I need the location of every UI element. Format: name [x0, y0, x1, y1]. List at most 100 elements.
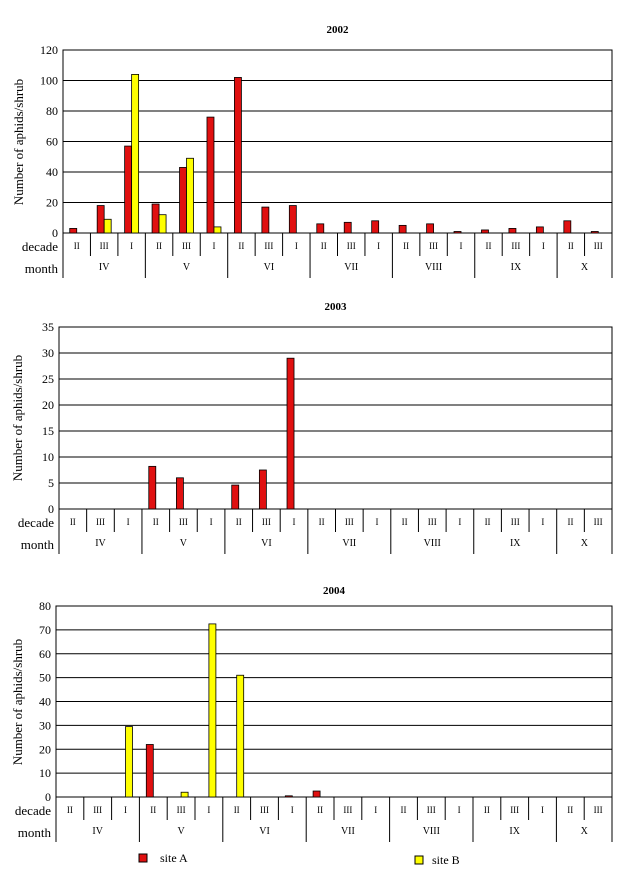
y-tick-label: 10	[42, 450, 54, 464]
bar-site-a	[343, 221, 352, 234]
decade-tick-label: I	[377, 241, 380, 251]
bar-site-a	[371, 220, 380, 234]
month-tick-label: V	[180, 538, 188, 549]
decade-tick-label: I	[541, 517, 544, 527]
bar-site-b	[125, 726, 133, 798]
decade-tick-label: II	[568, 517, 574, 527]
decade-tick-label: III	[179, 517, 188, 527]
decade-tick-label: III	[100, 241, 109, 251]
decade-tick-label: III	[93, 805, 102, 815]
chart-title: 2003	[325, 301, 348, 313]
decade-tick-label: II	[236, 517, 242, 527]
month-tick-label: VII	[341, 826, 355, 837]
bar-site-a	[176, 477, 184, 510]
bar-site-a	[316, 223, 325, 234]
bar-site-a	[312, 790, 321, 798]
y-tick-label: 10	[39, 766, 51, 780]
bar-site-b	[158, 214, 167, 234]
decade-tick-label: II	[150, 805, 156, 815]
y-axis-label: Number of aphids/shrub	[10, 355, 25, 481]
bar-site-a	[286, 357, 295, 510]
bar-site-a	[258, 469, 267, 510]
decade-tick-label: III	[594, 241, 603, 251]
decade-tick-label: II	[403, 241, 409, 251]
bar-site-b	[186, 157, 194, 234]
y-tick-label: 20	[46, 196, 58, 210]
decade-tick-label: II	[238, 241, 244, 251]
y-axis-label: Number of aphids/shrub	[10, 639, 25, 765]
decade-tick-label: II	[485, 241, 491, 251]
bar-site-a	[590, 231, 599, 234]
y-tick-label: 0	[45, 790, 51, 804]
decade-row-label: decade	[18, 515, 54, 530]
month-tick-label: VI	[261, 538, 272, 549]
decade-tick-label: III	[347, 241, 356, 251]
y-tick-label: 30	[39, 718, 51, 732]
decade-tick-label: I	[295, 241, 298, 251]
decade-tick-label: II	[67, 805, 73, 815]
bar-site-a	[284, 795, 293, 798]
decade-tick-label: III	[511, 517, 520, 527]
bar-site-a	[453, 231, 462, 234]
decade-tick-label: III	[260, 805, 269, 815]
legend-swatch-site-a	[138, 853, 148, 863]
plot-frame	[58, 326, 613, 510]
bar-site-a	[563, 220, 572, 234]
bar-site-a	[234, 77, 242, 234]
decade-row-label: decade	[22, 239, 58, 254]
bar-site-b	[236, 674, 245, 798]
month-row-label: month	[25, 261, 59, 276]
decade-tick-label: III	[264, 241, 273, 251]
month-tick-label: IV	[95, 538, 106, 549]
decade-tick-label: II	[234, 805, 240, 815]
y-tick-label: 40	[39, 695, 51, 709]
decade-tick-label: II	[567, 805, 573, 815]
legend-label-site-a: site A	[160, 851, 188, 865]
month-row-label: month	[18, 825, 52, 840]
y-tick-label: 5	[48, 476, 54, 490]
y-tick-label: 80	[46, 104, 58, 118]
decade-tick-label: I	[124, 805, 127, 815]
decade-tick-label: III	[345, 517, 354, 527]
y-tick-label: 120	[40, 43, 58, 57]
bar-site-a	[179, 167, 187, 234]
bar-site-b	[180, 791, 189, 798]
decade-tick-label: II	[401, 805, 407, 815]
decade-tick-label: I	[542, 241, 545, 251]
decade-tick-label: I	[210, 517, 213, 527]
decade-tick-label: II	[319, 517, 325, 527]
bar-site-b	[208, 623, 217, 798]
decade-tick-label: II	[317, 805, 323, 815]
decade-tick-label: I	[458, 805, 461, 815]
decade-tick-label: III	[343, 805, 352, 815]
bar-site-a	[96, 205, 105, 234]
legend-label-site-b: site B	[432, 853, 460, 867]
bar-site-b	[213, 226, 222, 234]
decade-tick-label: II	[153, 517, 159, 527]
month-tick-label: VII	[344, 262, 358, 273]
month-tick-label: VI	[259, 826, 270, 837]
decade-tick-label: I	[212, 241, 215, 251]
y-tick-label: 40	[46, 165, 58, 179]
bar-site-a	[535, 226, 544, 234]
y-tick-label: 60	[46, 135, 58, 149]
chart-2003: 2003 0 5 10 15 20 25 30 35 Number of aphids/shrub…	[10, 301, 613, 554]
decade-tick-label: I	[291, 805, 294, 815]
bar-site-b	[103, 218, 112, 234]
y-tick-label: 60	[39, 647, 51, 661]
decade-tick-label: I	[375, 517, 378, 527]
decade-tick-label: III	[594, 517, 603, 527]
bar-site-a	[481, 229, 489, 234]
bar-site-a	[426, 223, 434, 234]
decade-tick-label: III	[429, 241, 438, 251]
decade-tick-label: II	[74, 241, 80, 251]
bar-site-a	[261, 206, 270, 234]
decade-tick-label: II	[156, 241, 162, 251]
y-tick-label: 50	[39, 671, 51, 685]
month-tick-label: VI	[264, 262, 275, 273]
decade-tick-label: II	[568, 241, 574, 251]
y-tick-label: 35	[42, 320, 54, 334]
month-tick-label: IV	[92, 826, 103, 837]
decade-tick-label: II	[402, 517, 408, 527]
decade-tick-label: I	[458, 517, 461, 527]
